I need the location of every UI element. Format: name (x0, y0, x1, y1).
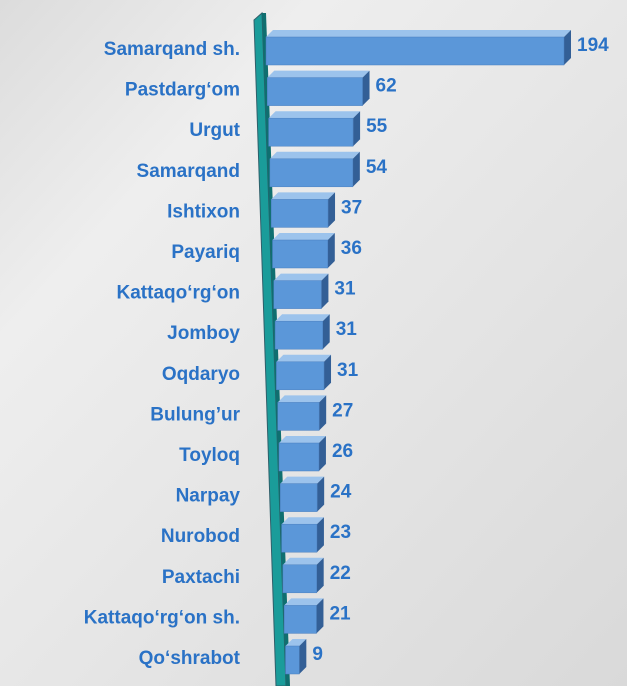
value-label: 55 (366, 116, 388, 137)
bar (272, 239, 329, 269)
bar-side (321, 273, 329, 309)
bar-side (564, 30, 571, 65)
category-label: Nurobod (161, 526, 240, 547)
category-label: Paxtachi (162, 567, 240, 588)
bar-top (285, 639, 307, 646)
category-label: Jomboy (167, 323, 240, 344)
category-label: Narpay (176, 486, 241, 507)
bar-top (268, 111, 361, 119)
value-label: 23 (330, 522, 351, 543)
bar (269, 158, 354, 188)
category-label: Samarqand (137, 161, 240, 182)
bar-top (271, 192, 336, 200)
bar (270, 199, 329, 228)
value-label: 62 (376, 76, 397, 97)
bar (276, 361, 325, 391)
bar-top (282, 557, 324, 565)
category-label: Pastdarg‘om (125, 80, 240, 101)
bar-side (316, 598, 324, 634)
value-label: 27 (332, 400, 353, 421)
bar-top (284, 598, 324, 606)
bar (282, 564, 317, 594)
category-label: Bulung’ur (150, 404, 240, 425)
bar-top (276, 354, 332, 362)
bar-top (280, 476, 325, 484)
bar-side (299, 639, 307, 674)
bar-top (266, 30, 571, 37)
bar-side (322, 314, 330, 350)
value-label: 54 (366, 157, 388, 178)
bar-side (316, 517, 324, 553)
bar-side (324, 354, 332, 390)
bar-side (352, 151, 360, 187)
bar (267, 77, 363, 106)
category-label: Ishtixon (167, 201, 240, 222)
bar-side (353, 111, 361, 147)
bar-side (316, 557, 324, 593)
bar-top (273, 273, 329, 281)
category-label: Kattaqo‘rg‘on (117, 283, 241, 304)
value-label: 31 (337, 360, 359, 381)
bar (285, 645, 300, 675)
bar-top (277, 395, 327, 403)
bar-side (317, 476, 325, 512)
value-label: 24 (330, 482, 352, 503)
bar (278, 442, 320, 472)
bar-top (269, 151, 360, 159)
bar (280, 483, 318, 512)
bar (274, 320, 323, 350)
value-label: 22 (330, 563, 351, 584)
bar (283, 605, 317, 634)
category-label: Payariq (171, 242, 240, 263)
bar-top (279, 436, 326, 443)
bar (265, 36, 565, 66)
category-label: Samarqand sh. (104, 39, 240, 60)
bar-side (327, 233, 335, 268)
bar-top (275, 314, 330, 322)
bar (273, 280, 322, 309)
category-label: Oqdaryo (162, 364, 240, 385)
category-label: Urgut (189, 120, 240, 141)
value-label: 37 (341, 197, 362, 218)
bar (277, 402, 320, 431)
bar-side (318, 436, 326, 471)
bar-side (319, 395, 327, 431)
axis-wall (253, 11, 287, 686)
value-label: 194 (577, 35, 609, 56)
value-label: 21 (329, 603, 351, 624)
category-label: Toyloq (179, 445, 240, 466)
value-label: 31 (336, 319, 358, 340)
axis-wall-side (262, 13, 290, 686)
bar-top (272, 233, 335, 240)
bar-top (267, 70, 370, 78)
value-label: 9 (312, 644, 323, 665)
bar-side (362, 70, 370, 106)
bar-top (281, 517, 324, 525)
bar (281, 523, 318, 553)
category-label: Kattaqo‘rg‘on sh. (84, 607, 240, 628)
value-label: 26 (332, 441, 353, 462)
category-label: Qo‘shrabot (139, 648, 241, 669)
bar (268, 117, 354, 147)
bar-side (328, 192, 336, 228)
value-label: 31 (334, 279, 356, 300)
value-label: 36 (341, 238, 362, 259)
